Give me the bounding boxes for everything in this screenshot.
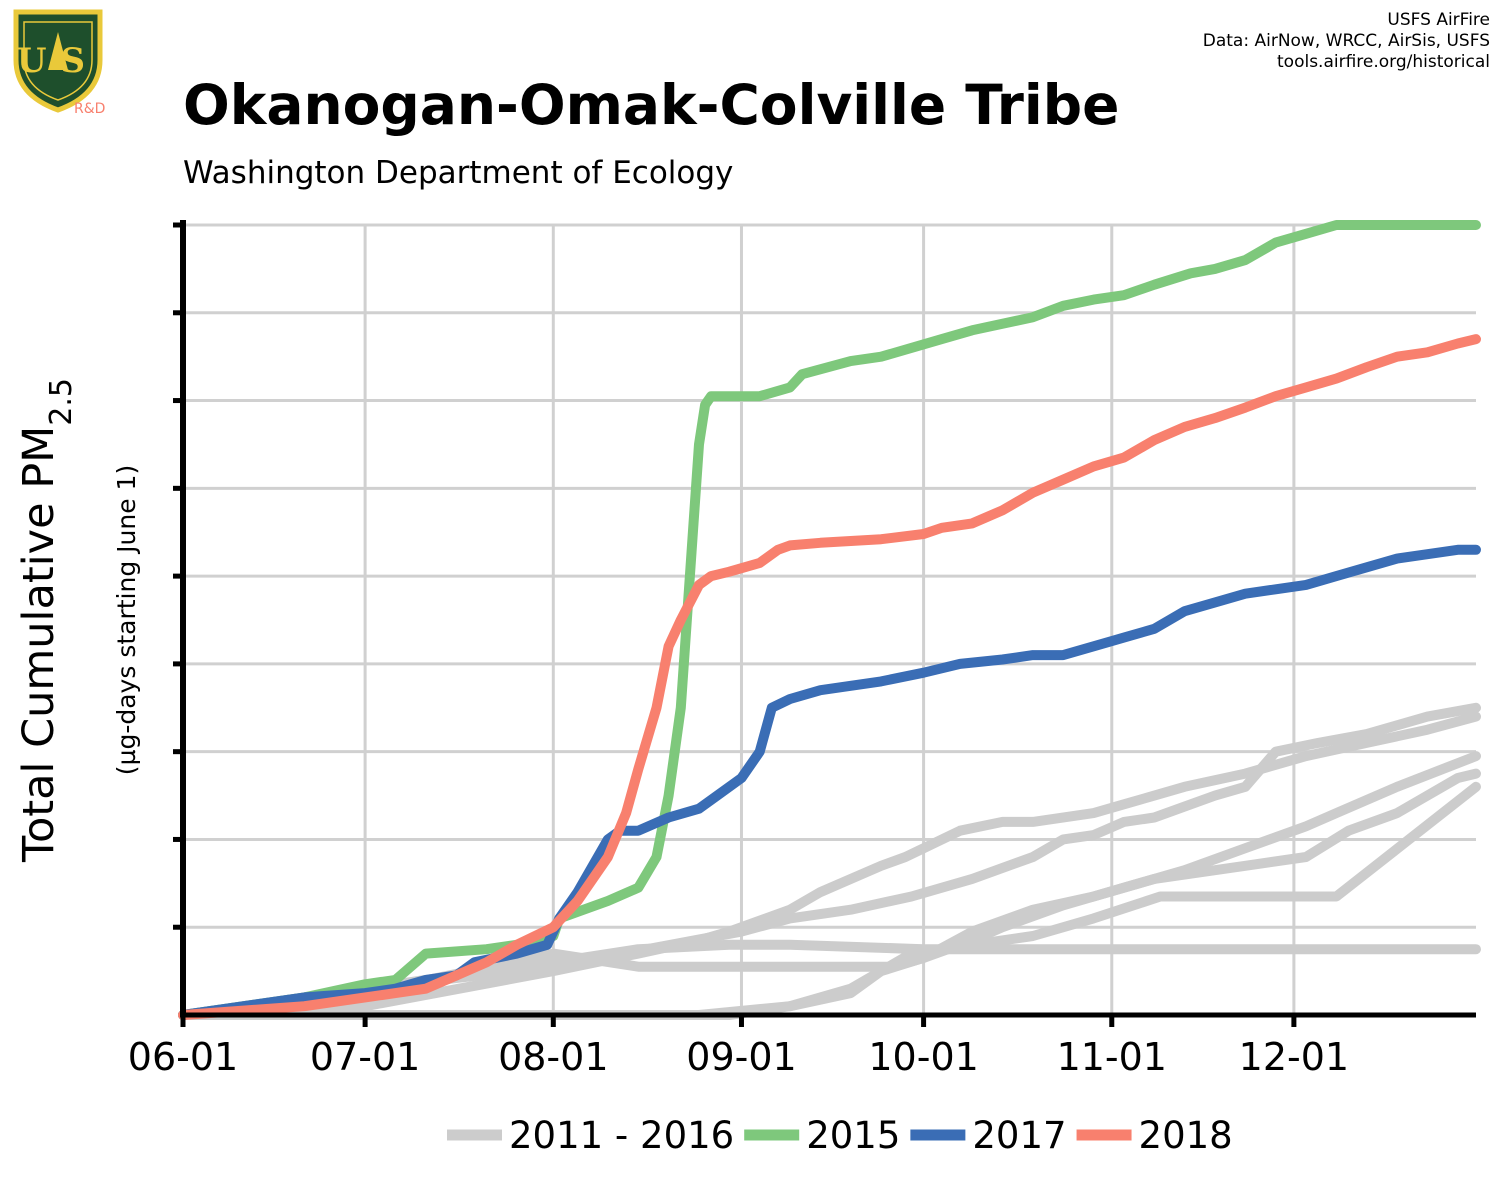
credit-line-2: Data: AirNow, WRCC, AirSis, USFS <box>1202 31 1490 51</box>
y-axis-label: Total Cumulative PM2.5 <box>14 378 79 863</box>
legend-item: 2011 - 2016 <box>447 1114 734 1157</box>
series-line-2017 <box>178 544 1481 1020</box>
credit-line-3: tools.airfire.org/historical <box>1277 52 1490 72</box>
chart-title: Okanogan-Omak-Colville Tribe <box>183 73 1120 137</box>
logo-badge: R&D <box>74 101 105 117</box>
x-tick-label: 12-01 <box>1239 1035 1349 1079</box>
forest-service-shield-logo: US <box>13 9 103 113</box>
credit-line-1: USFS AirFire <box>1387 10 1490 30</box>
x-tick-label: 08-01 <box>498 1035 608 1079</box>
y-axis-note: (µg-days starting June 1) <box>112 465 141 775</box>
legend-item: 2017 <box>910 1114 1067 1157</box>
legend-item: 2018 <box>1076 1114 1233 1157</box>
x-tick-label: 11-01 <box>1057 1035 1167 1079</box>
series-line-2018 <box>178 334 1481 1020</box>
legend-label: 2015 <box>806 1114 900 1157</box>
series-layer <box>178 220 1481 1020</box>
legend-label: 2011 - 2016 <box>509 1114 734 1157</box>
legend: 2011 - 2016 2015 2017 2018 <box>447 1114 1233 1157</box>
x-tick-label: 06-01 <box>128 1035 238 1079</box>
axes: 06-01 07-01 08-01 09-01 10-01 11-01 12-01 <box>128 220 1476 1079</box>
chart-subtitle: Washington Department of Ecology <box>183 155 734 191</box>
series-line-gray-4 <box>178 702 1481 1020</box>
x-tick-label: 10-01 <box>868 1035 978 1079</box>
legend-item: 2015 <box>744 1114 900 1157</box>
x-tick-label: 07-01 <box>310 1035 420 1079</box>
legend-label: 2017 <box>972 1114 1066 1157</box>
x-tick-label: 09-01 <box>686 1035 796 1079</box>
legend-label: 2018 <box>1139 1114 1233 1157</box>
